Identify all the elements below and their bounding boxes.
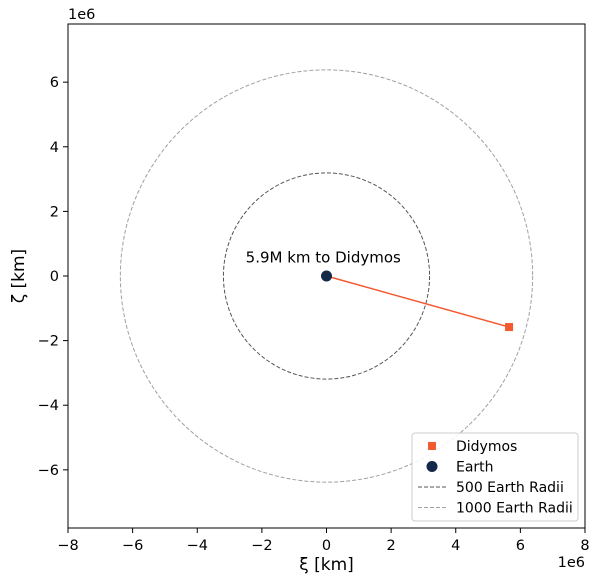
x-tick-label: 2 <box>387 538 396 554</box>
y-tick-label: −4 <box>38 398 59 414</box>
didymos-marker <box>505 323 514 332</box>
1000-earth-radii-circle <box>119 69 534 483</box>
distance-annotation: 5.9M km to Didymos <box>246 248 401 266</box>
x-tick-label: −6 <box>122 538 143 554</box>
legend-entry-label: 500 Earth Radii <box>456 480 564 496</box>
legend-handle <box>428 442 436 450</box>
x-tick-label: 6 <box>516 538 525 554</box>
x-tick-label: 4 <box>451 538 460 554</box>
y-offset-label: 1e6 <box>68 7 95 23</box>
x-tick-label: −4 <box>187 538 208 554</box>
x-axis: −8 −6 −4 −2 0 2 4 6 8 <box>57 528 590 554</box>
x-tick-label: −8 <box>57 538 78 554</box>
legend-box <box>411 432 579 522</box>
legend-entry-label: 1000 Earth Radii <box>456 501 573 517</box>
x-axis-label: ξ [km] <box>299 555 354 575</box>
earth-didymos-connector <box>326 275 510 328</box>
y-axis-label: ζ [km] <box>9 249 29 303</box>
x-tick-label: 8 <box>580 538 589 554</box>
legend-entry-label: Earth <box>456 460 494 476</box>
y-tick-label: 2 <box>50 204 59 220</box>
500-earth-radii-circle <box>222 172 431 380</box>
plot-artists <box>119 69 534 483</box>
y-tick-label: −2 <box>38 334 59 350</box>
y-tick-label: −6 <box>38 463 59 479</box>
y-axis: −6 −4 −2 0 2 4 6 <box>38 75 68 479</box>
earth-marker <box>321 270 332 282</box>
x-tick-label: −2 <box>251 538 272 554</box>
x-tick-label: 0 <box>322 538 331 554</box>
x-offset-label: 1e6 <box>558 555 585 571</box>
y-tick-label: 0 <box>50 269 59 285</box>
legend-handle <box>426 461 438 472</box>
legend: Didymos Earth 500 Earth Radii 1000 Earth Ra… <box>411 432 579 522</box>
y-tick-label: 6 <box>50 75 59 91</box>
legend-entry-label: Didymos <box>456 439 517 455</box>
y-tick-label: 4 <box>50 140 59 156</box>
